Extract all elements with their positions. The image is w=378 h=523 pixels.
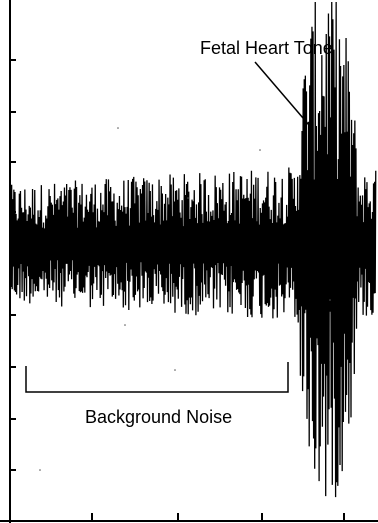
scan-speck (124, 324, 126, 326)
scan-speck (329, 299, 331, 301)
scan-speck (39, 469, 41, 471)
x-axis-ticks (91, 513, 345, 521)
annotation-fetal-heart-tone: Fetal Heart Tone (200, 38, 333, 58)
background-noise-bracket (25, 362, 289, 393)
scan-speck (117, 127, 119, 129)
scan-speck (174, 369, 176, 371)
fetal-heart-tone-leader (254, 61, 310, 126)
scan-speck (259, 149, 261, 151)
annotation-background-noise: Background Noise (85, 407, 232, 427)
scan-speck (187, 197, 189, 199)
scan-specks (39, 127, 331, 471)
audio-signal-waveform (9, 1, 377, 498)
